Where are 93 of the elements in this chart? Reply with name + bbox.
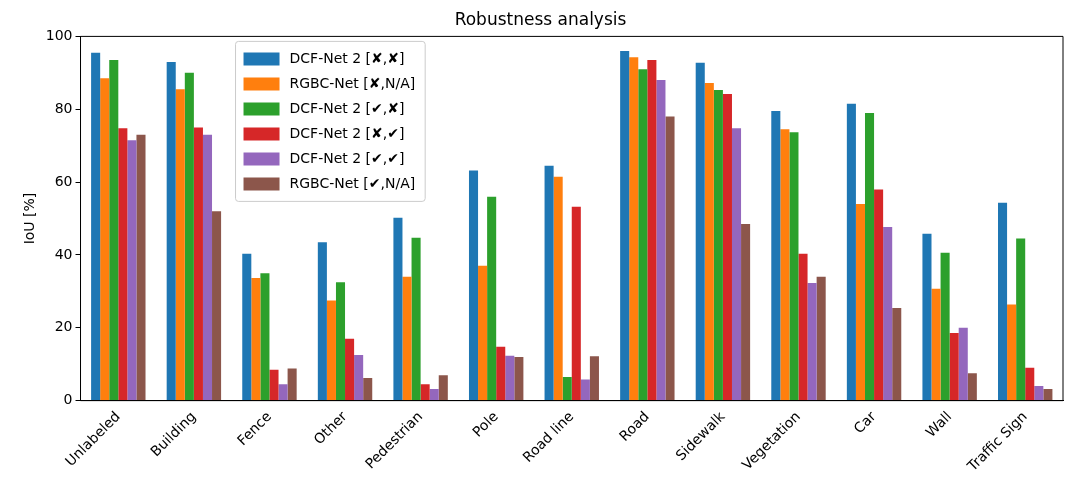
bar <box>505 355 515 401</box>
bar <box>883 226 893 401</box>
bar <box>922 233 932 401</box>
bar <box>780 129 790 401</box>
legend-label: DCF-Net 2 [✘,✘] <box>289 50 405 67</box>
bar <box>967 373 977 401</box>
chart-title: Robustness analysis <box>454 8 627 29</box>
bar <box>998 202 1008 401</box>
bar <box>402 276 412 401</box>
bar <box>741 223 751 401</box>
bar <box>345 338 355 401</box>
bar <box>326 300 336 401</box>
bar <box>580 379 590 401</box>
legend-label: RGBC-Net [✘,N/A] <box>289 75 416 92</box>
bar <box>118 128 128 401</box>
x-tick-label: Car <box>850 407 879 437</box>
bar <box>393 217 403 401</box>
bar <box>855 203 865 401</box>
bar <box>620 50 630 401</box>
bar <box>1007 304 1017 401</box>
bar <box>656 80 666 401</box>
bar <box>807 282 817 401</box>
bar <box>731 128 742 401</box>
bar <box>864 112 875 401</box>
legend-label: DCF-Net 2 [✔,✔] <box>289 150 405 167</box>
bar <box>553 176 563 401</box>
bar <box>354 355 364 401</box>
bar <box>892 308 902 401</box>
bar <box>816 276 826 401</box>
bar <box>665 116 675 401</box>
bar <box>363 378 373 401</box>
bar <box>949 332 959 401</box>
bar <box>478 265 488 401</box>
bar <box>335 282 346 401</box>
bar <box>722 93 732 401</box>
bar <box>175 89 185 401</box>
bar <box>647 60 657 401</box>
bar <box>629 57 639 401</box>
bar <box>184 72 194 401</box>
bar <box>638 69 648 401</box>
bar <box>514 356 524 401</box>
bar <box>109 60 119 401</box>
y-tick-label: 20 <box>54 318 73 335</box>
y-tick-label: 0 <box>63 391 73 408</box>
bar <box>562 376 572 401</box>
bar <box>468 170 479 401</box>
bar <box>496 346 506 401</box>
bar <box>571 206 581 401</box>
y-tick-label: 40 <box>54 245 73 262</box>
y-tick-label: 60 <box>54 172 73 189</box>
bar <box>589 356 599 401</box>
bar <box>317 242 327 401</box>
bar <box>544 165 554 401</box>
bar <box>695 62 705 401</box>
bar <box>940 252 950 401</box>
bar <box>278 384 288 401</box>
bar <box>100 78 110 401</box>
bar <box>212 211 222 401</box>
bar <box>1043 388 1053 401</box>
bar <box>420 384 430 401</box>
y-tick-label: 80 <box>54 99 73 116</box>
bar <box>713 89 723 401</box>
bar <box>91 52 101 401</box>
y-tick-label: 100 <box>45 27 73 44</box>
bar <box>704 83 714 401</box>
bar <box>1034 386 1044 401</box>
bar <box>1025 367 1035 401</box>
bar <box>789 132 799 401</box>
bar <box>429 388 439 401</box>
bar <box>166 61 176 401</box>
bar <box>846 103 856 401</box>
bar <box>287 368 297 401</box>
bar <box>251 277 261 401</box>
bar <box>136 134 146 401</box>
bar <box>269 369 279 401</box>
bar <box>798 253 808 401</box>
bar <box>193 127 203 401</box>
bar <box>931 288 941 401</box>
bar <box>260 273 270 401</box>
bar <box>874 189 884 401</box>
bar <box>411 237 421 401</box>
bar <box>487 196 497 401</box>
bar <box>438 375 448 401</box>
bar <box>242 253 252 401</box>
legend-label: DCF-Net 2 [✘,✔] <box>289 125 405 142</box>
bar <box>771 111 781 401</box>
bar <box>127 140 137 401</box>
legend-label: DCF-Net 2 [✔,✘] <box>289 100 405 117</box>
bar <box>202 134 213 401</box>
bar <box>1016 238 1026 401</box>
bar <box>958 327 968 401</box>
legend-label: RGBC-Net [✔,N/A] <box>289 175 416 192</box>
y-axis-title: IoU [%] <box>21 192 38 245</box>
